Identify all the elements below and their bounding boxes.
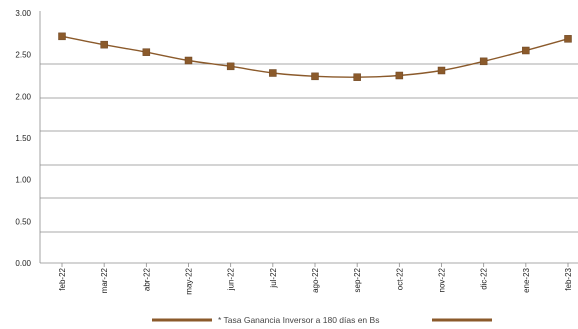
x-tick-label: nov-22 <box>438 267 447 292</box>
data-point-mar-22 <box>100 40 108 49</box>
y-tick-label: 0.50 <box>15 217 31 226</box>
data-point-jun-22 <box>226 62 235 71</box>
x-tick-label: dic-22 <box>480 267 489 289</box>
y-tick-label: 2.00 <box>15 92 31 101</box>
axis-layer <box>39 11 578 264</box>
y-tick-label: 1.00 <box>15 176 31 185</box>
y-tick-labels: 0.00 0.50 1.00 1.50 2.00 2.50 3.00 <box>15 9 31 268</box>
x-tick-label: abr-22 <box>142 267 151 291</box>
data-point-ene-23 <box>522 46 530 55</box>
x-tick-label: ago-22 <box>311 267 320 292</box>
grid-layer <box>40 63 578 233</box>
x-tick-label: ene-23 <box>522 267 531 292</box>
data-point-dic-22 <box>479 57 488 66</box>
data-point-abr-22 <box>142 48 151 56</box>
data-point-may-22 <box>184 56 193 65</box>
data-point-sep-22 <box>353 73 361 81</box>
legend: * Tasa Ganancia Inversor a 180 días en B… <box>152 315 492 325</box>
data-point-feb-23 <box>564 35 572 43</box>
y-tick-label: 1.50 <box>15 134 31 143</box>
x-tick-labels: feb-22 mar-22 abr-22 may-22 jun-22 jul-22 ago-… <box>58 263 573 295</box>
legend-label: * Tasa Ganancia Inversor a 180 días en B… <box>218 315 379 325</box>
x-tick-label: feb-23 <box>564 267 573 290</box>
y-tick-label: 0.00 <box>15 259 31 268</box>
x-tick-label: oct-22 <box>395 267 404 290</box>
x-tick-label: jun-22 <box>227 267 236 291</box>
x-tick-label: may-22 <box>185 267 194 294</box>
data-point-jul-22 <box>269 69 277 77</box>
data-point-feb-22 <box>58 32 66 41</box>
x-tick-label: feb-22 <box>58 267 67 290</box>
data-point-nov-22 <box>437 66 446 75</box>
series-line <box>61 35 569 78</box>
data-point-ago-22 <box>311 72 319 81</box>
data-point-oct-22 <box>395 71 404 80</box>
x-tick-label: sep-22 <box>353 267 362 292</box>
series-layer <box>58 32 572 81</box>
x-tick-label: jul-22 <box>269 267 278 288</box>
y-tick-label: 3.00 <box>15 9 31 18</box>
y-tick-label: 2.50 <box>15 51 31 60</box>
x-tick-label: mar-22 <box>100 267 109 293</box>
